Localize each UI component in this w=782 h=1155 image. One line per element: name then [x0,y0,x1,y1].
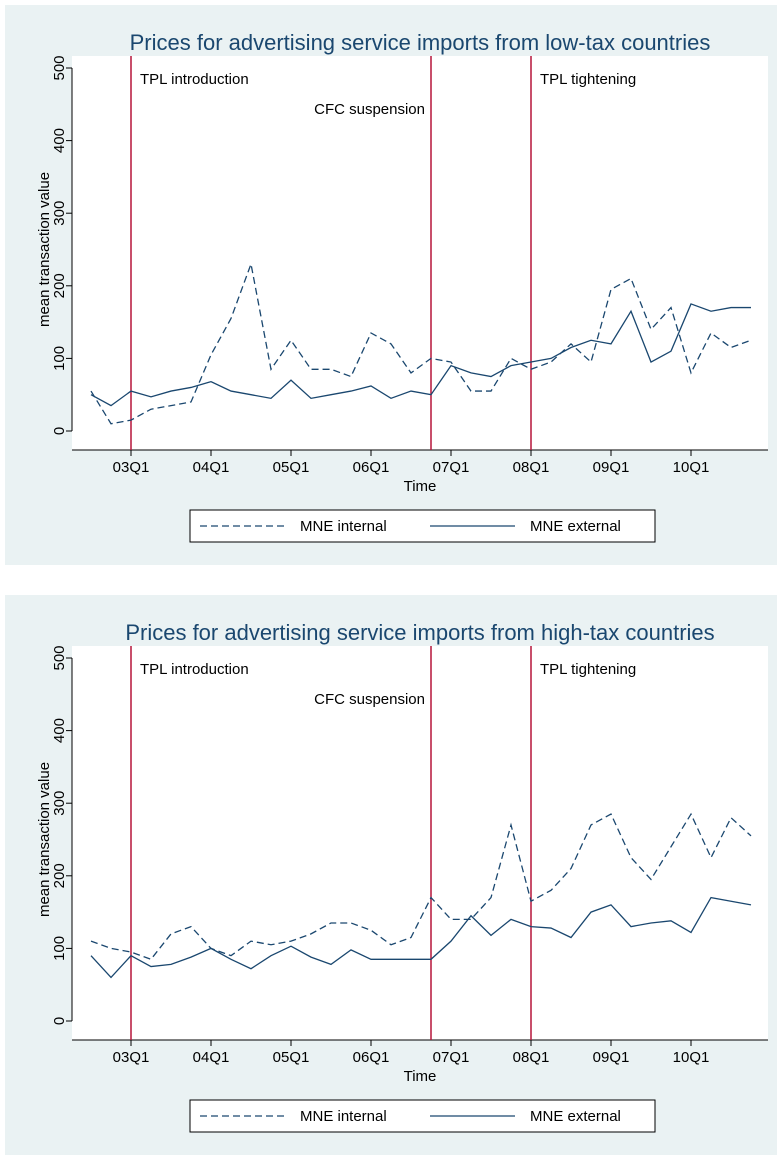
x-tick-label: 05Q1 [273,459,310,476]
x-tick-label: 07Q1 [433,1049,470,1066]
x-tick-label: 10Q1 [673,1049,710,1066]
x-tick-label: 04Q1 [193,1049,230,1066]
y-tick-label: 100 [51,346,68,371]
legend-label: MNE internal [300,1108,387,1125]
x-tick-label: 08Q1 [513,1049,550,1066]
legend-label: MNE external [530,1108,621,1125]
y-tick-label: 300 [51,791,68,816]
x-tick-label: 03Q1 [113,1049,150,1066]
annotation: TPL introduction [140,661,249,678]
y-tick-label: 0 [51,427,68,435]
chart-title: Prices for advertising service imports f… [130,30,711,55]
x-tick-label: 03Q1 [113,459,150,476]
chart-title: Prices for advertising service imports f… [125,620,714,645]
y-axis-label: mean transaction value [36,172,53,327]
y-tick-label: 100 [51,936,68,961]
y-tick-label: 500 [51,55,68,80]
x-tick-label: 09Q1 [593,1049,630,1066]
annotation: CFC suspension [314,101,425,118]
y-axis-label: mean transaction value [36,762,53,917]
plot-region [72,56,768,450]
series-line [90,303,751,407]
y-tick-label: 400 [51,718,68,743]
series-line [90,261,752,425]
series-line [90,812,752,961]
x-tick-label: 06Q1 [353,459,390,476]
x-tick-label: 08Q1 [513,459,550,476]
series-line [90,896,752,979]
x-tick-label: 05Q1 [273,1049,310,1066]
y-tick-label: 200 [51,863,68,888]
y-tick-label: 500 [51,645,68,670]
y-tick-label: 400 [51,128,68,153]
x-tick-label: 09Q1 [593,459,630,476]
x-tick-label: 07Q1 [433,459,470,476]
x-axis-label: Time [404,1068,437,1085]
x-axis-label: Time [404,478,437,495]
x-tick-label: 04Q1 [193,459,230,476]
annotation: TPL tightening [540,71,636,88]
y-tick-label: 0 [51,1017,68,1025]
annotation: TPL introduction [140,71,249,88]
x-tick-label: 06Q1 [353,1049,390,1066]
plot-region [72,646,768,1040]
annotation: TPL tightening [540,661,636,678]
y-tick-label: 200 [51,273,68,298]
legend-label: MNE internal [300,518,387,535]
annotation: CFC suspension [314,691,425,708]
x-tick-label: 10Q1 [673,459,710,476]
legend-label: MNE external [530,518,621,535]
y-tick-label: 300 [51,201,68,226]
